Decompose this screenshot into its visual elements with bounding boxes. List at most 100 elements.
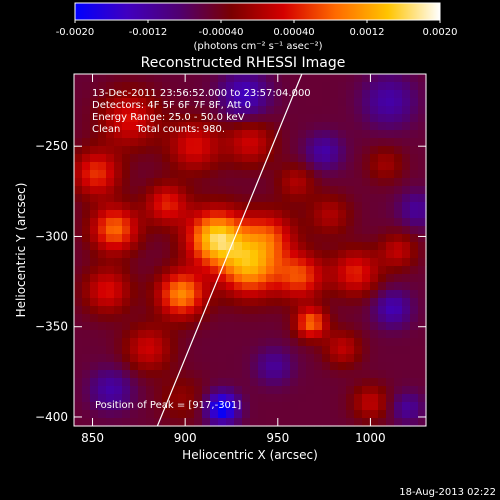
heatmap-cell <box>186 298 195 307</box>
heatmap-cell <box>106 178 115 187</box>
heatmap-cell <box>162 418 171 427</box>
heatmap-cell <box>402 402 411 411</box>
heatmap-cell <box>82 186 91 195</box>
heatmap-cell <box>250 362 259 371</box>
heatmap-cell <box>394 338 403 347</box>
heatmap-cell <box>82 378 91 387</box>
heatmap-cell <box>410 266 419 275</box>
heatmap-cell <box>162 82 171 91</box>
heatmap-cell <box>314 114 323 123</box>
heatmap-cell <box>226 74 235 83</box>
heatmap-cell <box>122 202 131 211</box>
heatmap-cell <box>170 250 179 259</box>
heatmap-cell <box>306 178 315 187</box>
heatmap-cell <box>226 170 235 179</box>
heatmap-cell <box>186 154 195 163</box>
heatmap-cell <box>354 418 363 427</box>
heatmap-cell <box>154 82 163 91</box>
heatmap-cell <box>226 394 235 403</box>
heatmap-cell <box>194 82 203 91</box>
heatmap-cell <box>362 154 371 163</box>
heatmap-cell <box>266 98 275 107</box>
heatmap-cell <box>234 98 243 107</box>
heatmap-cell <box>298 218 307 227</box>
x-tick-label: 950 <box>266 431 289 445</box>
heatmap-cell <box>186 146 195 155</box>
heatmap-cell <box>386 194 395 203</box>
heatmap-cell <box>306 74 315 83</box>
heatmap-cell <box>322 394 331 403</box>
heatmap-cell <box>226 266 235 275</box>
heatmap-cell <box>346 138 355 147</box>
heatmap-cell <box>234 194 243 203</box>
heatmap-cell <box>202 290 211 299</box>
heatmap-cell <box>146 178 155 187</box>
heatmap-cell <box>370 274 379 283</box>
heatmap-cell <box>146 74 155 83</box>
heatmap-cell <box>258 370 267 379</box>
heatmap-cell <box>298 122 307 131</box>
heatmap-cell <box>186 210 195 219</box>
heatmap-cell <box>210 218 219 227</box>
heatmap-cell <box>290 202 299 211</box>
heatmap-cell <box>154 226 163 235</box>
heatmap-cell <box>170 146 179 155</box>
heatmap-cell <box>314 170 323 179</box>
heatmap-cell <box>210 370 219 379</box>
heatmap-cell <box>330 202 339 211</box>
heatmap-cell <box>162 378 171 387</box>
heatmap-cell <box>378 258 387 267</box>
heatmap-cell <box>298 170 307 179</box>
heatmap-cell <box>234 114 243 123</box>
heatmap-cell <box>138 250 147 259</box>
heatmap-cell <box>258 258 267 267</box>
y-axis-ticks: −250−300−350−400 <box>35 139 426 424</box>
heatmap-cell <box>330 378 339 387</box>
heatmap-cell <box>194 194 203 203</box>
heatmap-cell <box>202 146 211 155</box>
colorbar-ticks: -0.0020 -0.0012 -0.00040 0.00040 0.0012 0.002… <box>56 20 458 38</box>
heatmap-cell <box>266 354 275 363</box>
heatmap-cell <box>194 114 203 123</box>
heatmap-cell <box>154 234 163 243</box>
heatmap-cell <box>234 274 243 283</box>
heatmap-cell <box>410 410 419 419</box>
heatmap-cell <box>122 258 131 267</box>
heatmap-cell <box>250 378 259 387</box>
heatmap-cell <box>138 282 147 291</box>
heatmap-cell <box>378 314 387 323</box>
heatmap-cell <box>194 306 203 315</box>
heatmap-cell <box>234 298 243 307</box>
heatmap-cell <box>290 138 299 147</box>
heatmap-cell <box>250 114 259 123</box>
heatmap-cell <box>250 282 259 291</box>
heatmap-cell <box>98 418 107 427</box>
heatmap-cell <box>162 170 171 179</box>
heatmap-cell <box>162 74 171 83</box>
heatmap-cell <box>178 186 187 195</box>
heatmap-cell <box>298 114 307 123</box>
heatmap-cell <box>186 130 195 139</box>
heatmap-cell <box>282 226 291 235</box>
heatmap-cell <box>194 402 203 411</box>
heatmap-cell <box>138 186 147 195</box>
heatmap-cell <box>386 202 395 211</box>
heatmap-cell <box>250 82 259 91</box>
heatmap-cell <box>378 242 387 251</box>
heatmap-cell <box>298 338 307 347</box>
heatmap-cell <box>354 234 363 243</box>
heatmap-cell <box>82 138 91 147</box>
heatmap-cell <box>370 298 379 307</box>
heatmap-cell <box>298 386 307 395</box>
heatmap-cell <box>410 122 419 131</box>
heatmap-cell <box>322 74 331 83</box>
heatmap-cell <box>410 314 419 323</box>
heatmap-cell <box>186 234 195 243</box>
heatmap-cell <box>378 306 387 315</box>
heatmap-cell <box>346 266 355 275</box>
heatmap-cell <box>386 218 395 227</box>
heatmap-cell <box>386 138 395 147</box>
heatmap-cell <box>154 394 163 403</box>
heatmap-cell <box>346 202 355 211</box>
heatmap-cell <box>274 322 283 331</box>
